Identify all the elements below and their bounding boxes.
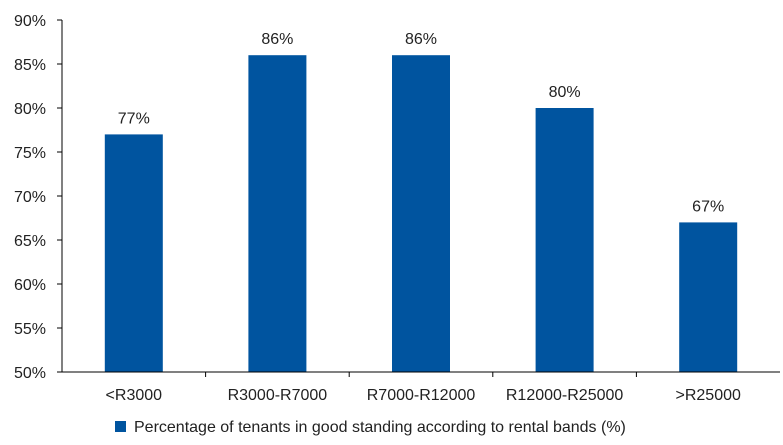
y-tick-label: 55% [14,321,46,338]
x-category-label: R7000-R12000 [367,387,476,404]
x-category-label: R3000-R7000 [228,387,328,404]
bar [679,222,738,372]
bar [392,55,450,372]
y-tick-label: 65% [14,233,46,250]
plot-area: 50% 55% 60% 65% 70% 75% 80% 85% 90% 77% <R3000 86% R… [14,13,741,404]
y-tick-label: 75% [14,145,46,162]
bar [535,108,594,372]
y-tick-label: 70% [14,189,46,206]
bar [248,55,307,372]
y-tick-label: 90% [14,13,46,30]
bar [104,134,163,372]
y-tick-label: 60% [14,277,46,294]
x-category-label: <R3000 [106,387,163,404]
x-category-label: >R25000 [676,387,741,404]
x-category-label: R12000-R25000 [506,387,624,404]
data-label: 67% [692,198,724,215]
y-tick-label: 85% [14,57,46,74]
legend-label: Percentage of tenants in good standing a… [134,419,626,436]
y-tick-label: 50% [14,365,46,382]
data-label: 86% [405,31,437,48]
data-label: 80% [549,84,581,101]
legend: Percentage of tenants in good standing a… [115,419,626,436]
y-tick-label: 80% [14,101,46,118]
legend-swatch [115,421,126,432]
data-label: 77% [118,110,150,127]
data-label: 86% [261,31,293,48]
